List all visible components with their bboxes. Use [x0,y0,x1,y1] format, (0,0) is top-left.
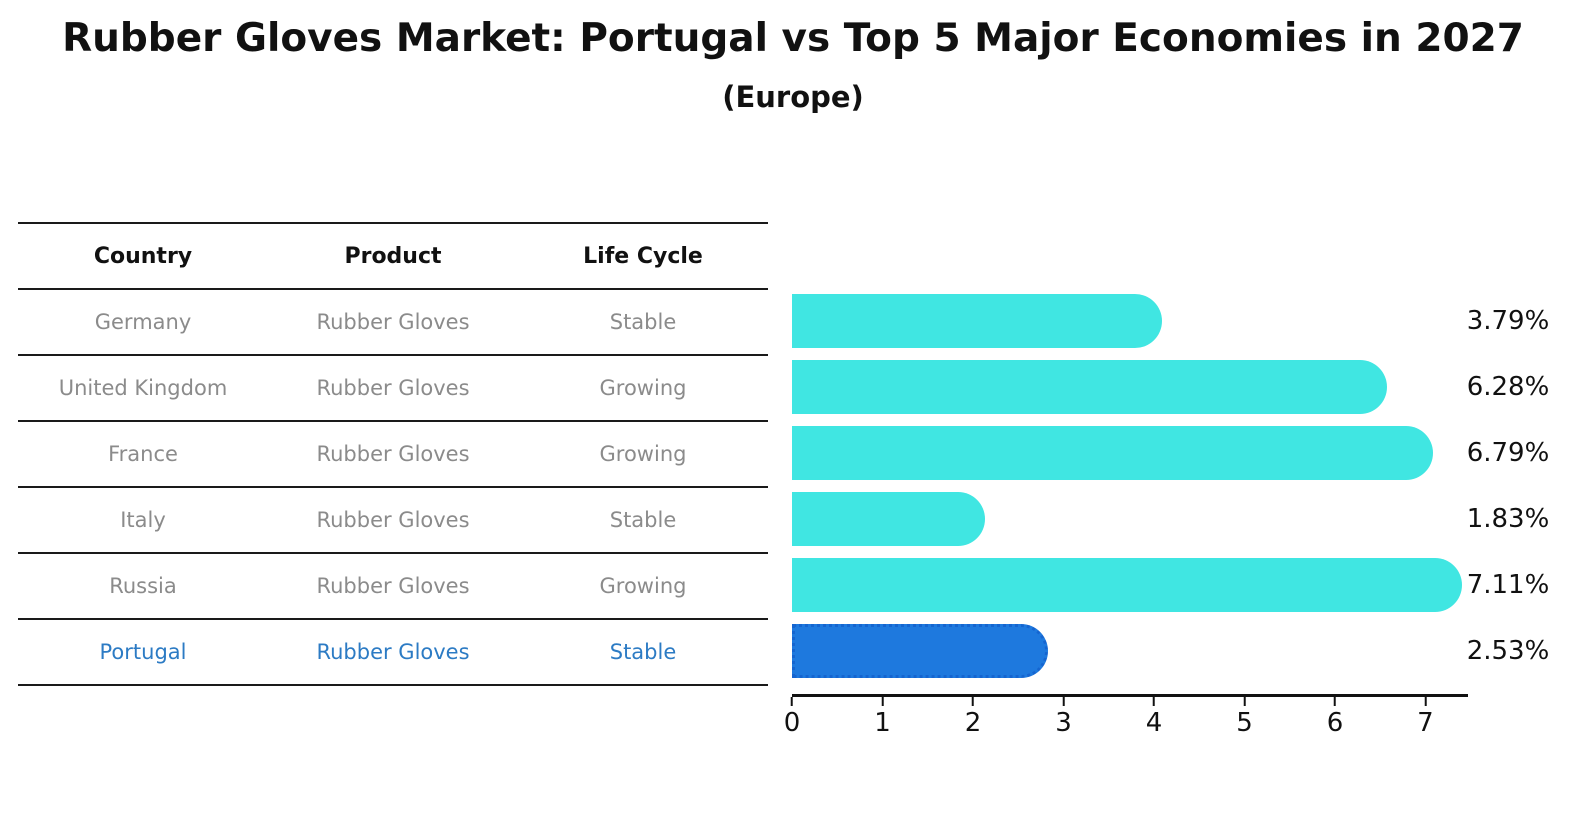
cell-product: Rubber Gloves [316,376,470,400]
header-cell-product: Product [344,243,442,269]
page-title: Rubber Gloves Market: Portugal vs Top 5 … [62,16,1524,61]
tick-label: 3 [1055,708,1072,738]
cell-country: United Kingdom [58,376,228,400]
axis-tick: 0 [783,697,801,738]
axis-tick: 5 [1236,697,1253,738]
x-axis-line [792,694,1468,697]
axis-tick: 1 [874,697,891,738]
bar-row [792,618,1468,684]
header-cell-country: Country [93,243,193,269]
bar-row [792,420,1468,486]
tick-mark [1243,697,1246,706]
cell-country: Portugal [99,640,187,664]
tick-label: 2 [964,708,982,738]
cell-country: Italy [120,508,166,532]
cell-product: Rubber Gloves [316,442,470,466]
tick-label: 5 [1236,708,1253,738]
value-label-united-kingdom: 6.28% [1466,372,1550,402]
bar-row [792,552,1468,618]
comparison-table: Country Product Life Cycle Germany Rubbe… [18,222,768,686]
bar-row [792,288,1468,354]
bar-portugal-highlighted [792,624,1048,678]
cell-life-cycle: Growing [599,442,687,466]
cell-life-cycle: Growing [599,574,687,598]
table-row-germany: Germany Rubber Gloves Stable [18,288,768,354]
value-label-italy: 1.83% [1466,504,1550,534]
table-row-russia: Russia Rubber Gloves Growing [18,552,768,618]
tick-mark [1152,697,1155,706]
bar-chart [792,288,1468,684]
tick-label: 1 [874,708,891,738]
header-cell-life-cycle: Life Cycle [583,243,703,269]
bar-row [792,486,1468,552]
table-row-portugal: Portugal Rubber Gloves Stable [18,618,768,684]
page-subtitle: (Europe) [722,80,864,114]
bar-united-kingdom [792,360,1388,414]
cell-product: Rubber Gloves [316,508,470,532]
tick-mark [1333,697,1336,706]
tick-label: 4 [1145,708,1163,738]
cell-product: Rubber Gloves [316,310,470,334]
table-row-france: France Rubber Gloves Growing [18,420,768,486]
value-label-russia: 7.11% [1466,570,1550,600]
cell-life-cycle: Stable [609,310,677,334]
table-header-row: Country Product Life Cycle [18,222,768,288]
axis-tick: 6 [1326,697,1344,738]
cell-product: Rubber Gloves [316,640,470,664]
cell-country: Germany [94,310,192,334]
axis-tick: 3 [1055,697,1072,738]
table-row-united-kingdom: United Kingdom Rubber Gloves Growing [18,354,768,420]
bar-germany [792,294,1162,348]
value-label-germany: 3.79% [1466,306,1550,336]
tick-label: 6 [1326,708,1344,738]
cell-country: Russia [109,574,177,598]
cell-life-cycle: Growing [599,376,687,400]
x-axis: 0 1 2 3 4 5 6 7 [784,697,1468,747]
tick-mark [881,697,884,706]
bar-italy [792,492,985,546]
tick-label: 0 [783,708,801,738]
tick-mark [1062,697,1065,706]
bar-france [792,426,1434,480]
tick-mark [1424,697,1427,706]
value-label-france: 6.79% [1466,438,1550,468]
cell-product: Rubber Gloves [316,574,470,598]
cell-life-cycle: Stable [609,640,677,664]
tick-mark [790,697,793,706]
axis-tick: 2 [964,697,982,738]
tick-label: 7 [1417,708,1434,738]
table-row-italy: Italy Rubber Gloves Stable [18,486,768,552]
bar-russia [792,558,1463,612]
cell-country: France [108,442,178,466]
bar-row [792,354,1468,420]
cell-life-cycle: Stable [609,508,677,532]
axis-tick: 4 [1145,697,1163,738]
tick-mark [971,697,974,706]
value-label-portugal: 2.53% [1466,636,1550,666]
axis-tick: 7 [1417,697,1434,738]
